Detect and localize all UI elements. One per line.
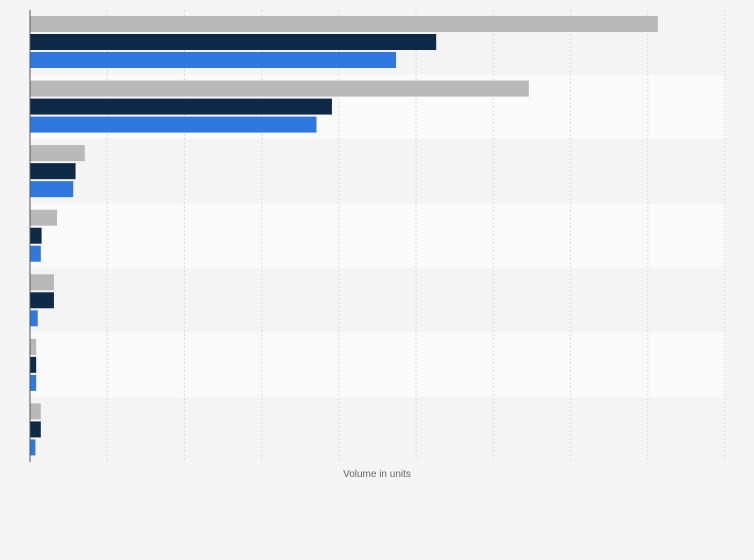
row-band bbox=[30, 268, 725, 333]
bar bbox=[30, 310, 38, 327]
bar bbox=[30, 163, 76, 180]
row-band bbox=[30, 397, 725, 462]
bar bbox=[30, 34, 437, 50]
bar bbox=[30, 80, 529, 97]
bar bbox=[30, 292, 54, 309]
bar bbox=[30, 209, 58, 226]
row-bands bbox=[30, 10, 725, 462]
bar bbox=[30, 52, 397, 68]
row-band bbox=[30, 332, 725, 398]
gridlines bbox=[106, 10, 726, 462]
bar bbox=[30, 421, 41, 438]
x-axis-label: Volume in units bbox=[343, 469, 411, 480]
bar bbox=[30, 403, 41, 420]
bar bbox=[30, 16, 658, 32]
bar bbox=[30, 356, 37, 373]
bar bbox=[30, 116, 317, 133]
bar bbox=[30, 274, 54, 291]
row-band bbox=[30, 203, 725, 269]
bar bbox=[30, 374, 37, 391]
bar bbox=[30, 439, 36, 456]
bars bbox=[30, 16, 658, 456]
bar bbox=[30, 181, 74, 198]
bar bbox=[30, 245, 41, 262]
bar bbox=[30, 227, 42, 244]
bar bbox=[30, 98, 332, 115]
bar bbox=[30, 145, 85, 162]
row-band bbox=[30, 139, 725, 204]
bar bbox=[30, 338, 37, 355]
